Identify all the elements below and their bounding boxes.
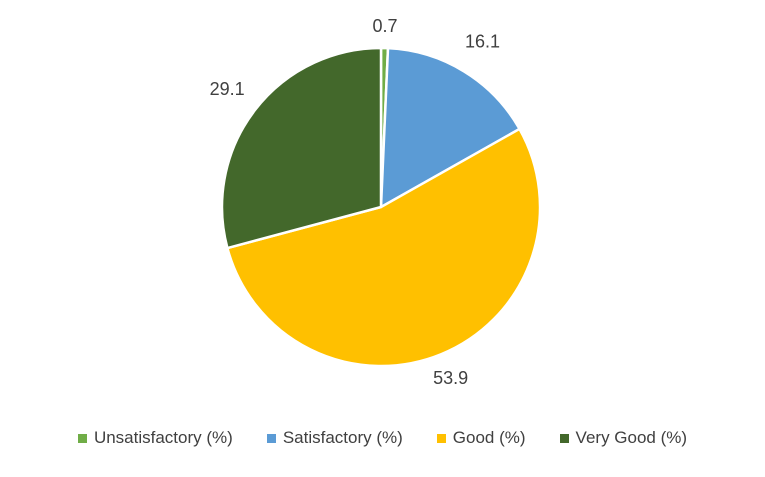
legend-entry-very-good: Very Good (%) — [559, 428, 688, 448]
data-label-unsatisfactory: 0.7 — [372, 16, 397, 36]
legend-swatch-satisfactory — [266, 433, 276, 443]
legend-label-unsatisfactory: Unsatisfactory (%) — [93, 428, 233, 447]
legend-entry-satisfactory: Satisfactory (%) — [266, 428, 403, 448]
data-label-good: 53.9 — [433, 368, 468, 388]
legend-entry-unsatisfactory: Unsatisfactory (%) — [77, 428, 233, 448]
pie-slice-satisfactory — [379, 46, 521, 209]
legend-label-good: Good (%) — [452, 428, 526, 447]
legend-swatch-good — [436, 433, 446, 443]
legend: Unsatisfactory (%) Satisfactory (%) Good… — [0, 428, 765, 448]
data-label-satisfactory: 16.1 — [465, 32, 500, 52]
legend-label-satisfactory: Satisfactory (%) — [282, 428, 403, 447]
pie-slices — [220, 46, 542, 368]
data-label-very-good: 29.1 — [210, 79, 245, 99]
legend-label-very-good: Very Good (%) — [575, 428, 688, 447]
pie-slice-very-good — [220, 46, 383, 250]
pie-data-labels: 0.7 16.1 53.9 29.1 — [210, 16, 500, 388]
pie-plot-area: 0.7 16.1 53.9 29.1 — [210, 16, 542, 388]
legend-entry-good: Good (%) — [436, 428, 526, 448]
legend-swatch-very-good — [559, 433, 569, 443]
legend-swatch-unsatisfactory — [77, 433, 87, 443]
pie-slice-good — [226, 127, 542, 368]
